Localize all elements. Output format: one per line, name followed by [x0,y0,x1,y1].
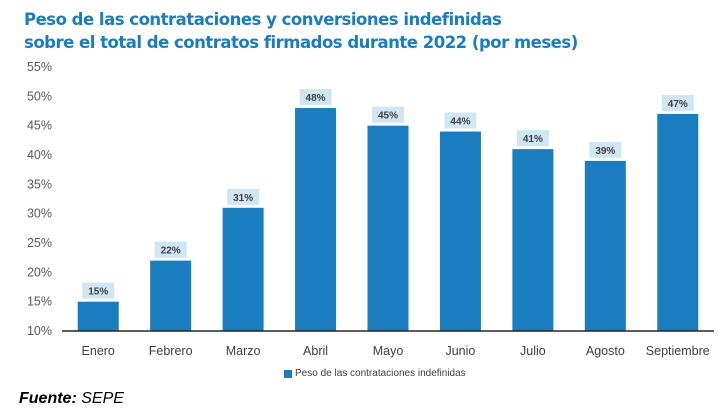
legend-label: Peso de las contrataciones indefinidas [295,368,466,379]
chart-title-line-2: sobre el total de contratos firmados dur… [24,33,578,52]
source-label: Fuente: [19,390,77,407]
legend: Peso de las contrataciones indefinidas [284,368,466,379]
data-label-bg [299,89,332,106]
source-value: SEPE [81,390,124,407]
x-tick-label: Marzo [226,344,261,358]
data-label: 45% [378,111,398,122]
bar [584,160,626,331]
x-tick-label: Julio [520,344,546,358]
bar [150,260,192,331]
x-tick-label: Abril [303,344,328,358]
data-label: 39% [595,146,615,157]
y-tick-label: 40% [27,148,52,162]
bar [512,149,554,331]
x-tick-label: Mayo [373,344,404,358]
y-tick-label: 25% [27,236,52,250]
bar [367,125,409,332]
data-label: 22% [161,246,181,257]
y-tick-label: 35% [27,177,52,191]
data-label-bg [227,188,260,205]
bar [222,207,264,331]
y-tick-label: 15% [27,295,52,309]
x-tick-label: Febrero [149,344,193,358]
y-tick-label: 55% [27,60,52,74]
data-label: 15% [88,287,108,298]
data-label-bg [589,141,622,158]
y-tick-label: 10% [27,324,52,338]
y-tick-label: 30% [27,207,52,221]
bar [295,108,337,331]
x-tick-label: Enero [82,344,115,358]
data-label-bg [372,106,404,123]
data-label: 41% [523,134,543,145]
data-label: 48% [306,93,326,104]
data-label-bg [82,282,115,299]
data-label: 47% [668,99,688,110]
y-tick-label: 50% [27,89,52,103]
chart-title-line-1: Peso de las contrataciones y conversione… [24,10,502,29]
source-note: Fuente: SEPE [19,390,124,408]
y-tick-label: 20% [27,265,52,279]
chart-title: Peso de las contrataciones y conversione… [24,8,578,54]
x-tick-label: Septiembre [646,344,710,358]
data-label: 31% [233,193,253,204]
bar [77,301,119,331]
legend-swatch [284,369,292,378]
data-label: 44% [450,117,470,128]
bar [439,131,481,331]
data-label-bg [661,94,694,111]
data-label-bg [516,130,549,147]
data-label-bg [154,241,187,258]
x-tick-label: Junio [445,344,475,358]
x-tick-label: Agosto [586,344,625,358]
bar [657,113,699,331]
data-label-bg [444,112,477,129]
y-tick-label: 45% [27,119,52,133]
